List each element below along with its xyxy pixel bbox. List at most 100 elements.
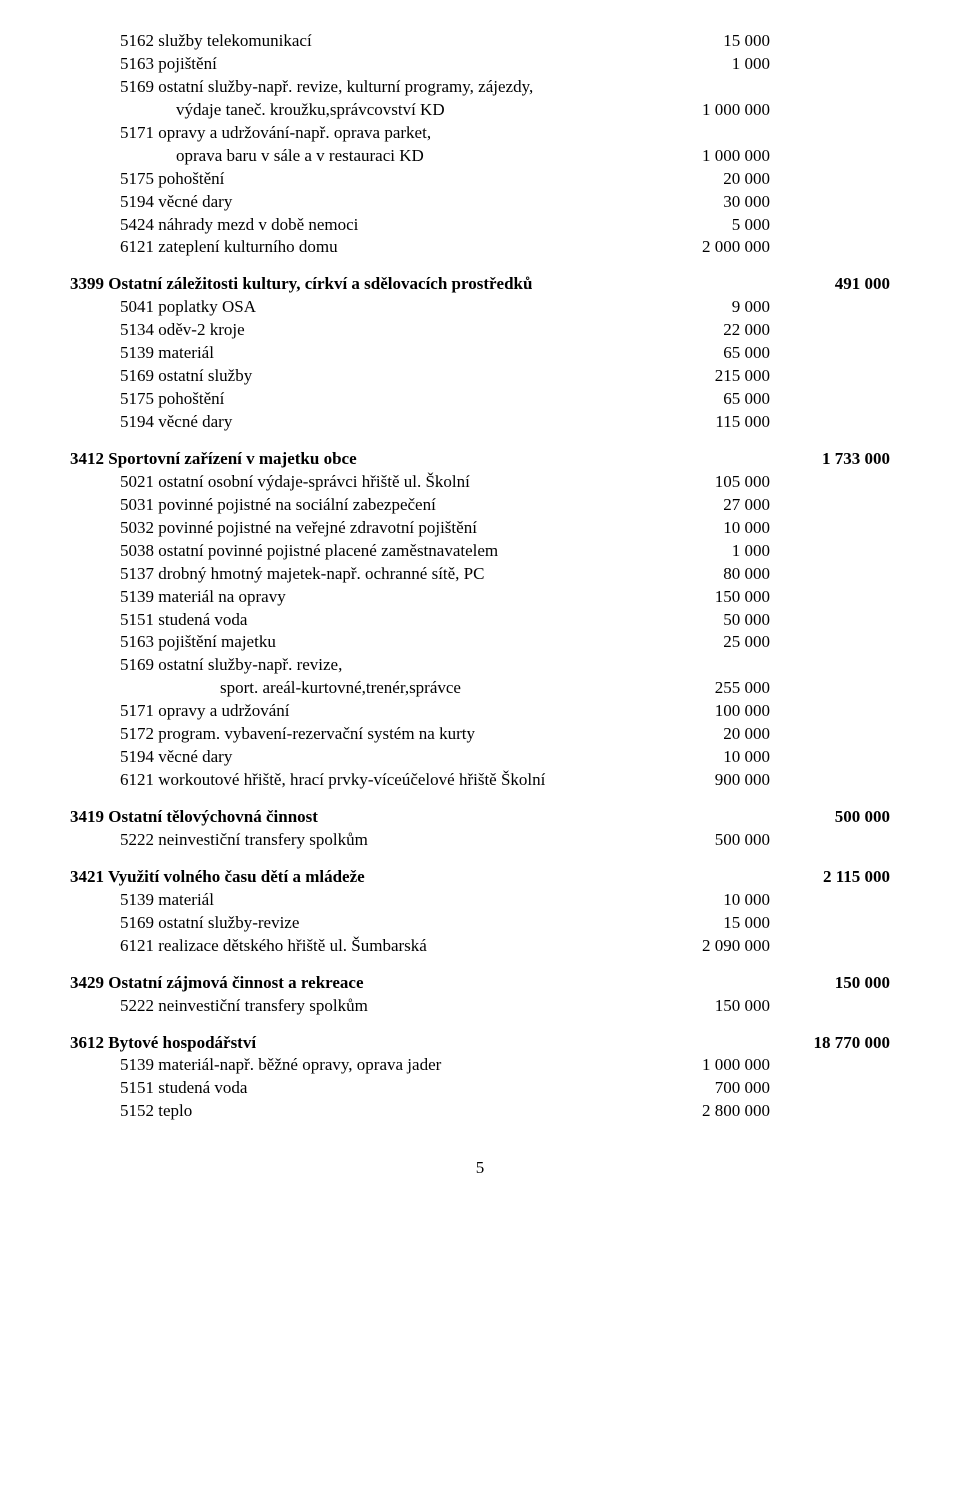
budget-section: 3412 Sportovní zařízení v majetku obce 1 … [70,448,890,792]
budget-row: 5139 materiál 65 000 [70,342,890,365]
budget-row: oprava baru v sále a v restauraci KD1 00… [70,145,890,168]
row-amount: 20 000 [650,168,770,191]
page: 5162 služby telekomunikací15 0005163 poj… [0,0,960,1220]
row-amount: 150 000 [650,995,770,1018]
budget-row: 5163 pojištění majetku25 000 [70,631,890,654]
row-amount: 105 000 [650,471,770,494]
budget-row: 5151 studená voda50 000 [70,609,890,632]
budget-row: 5038 ostatní povinné pojistné placené za… [70,540,890,563]
budget-section: 3419 Ostatní tělovýchovná činnost500 000… [70,806,890,852]
row-label: 5163 pojištění [70,53,217,76]
row-amount: 27 000 [650,494,770,517]
row-amount: 15 000 [650,912,770,935]
row-label: 5038 ostatní povinné pojistné placené za… [70,540,498,563]
row-label: 5222 neinvestiční transfery spolkům [70,995,368,1018]
section-heading-row: 3412 Sportovní zařízení v majetku obce1 … [70,448,890,471]
row-label: 5169 ostatní služby-např. revize, [70,654,342,677]
row-amount: 30 000 [650,191,770,214]
row-label: 5175 pohoštění [70,388,224,411]
budget-row: 5424 náhrady mezd v době nemoci 5 000 [70,214,890,237]
row-amount: 9 000 [650,296,770,319]
row-label: 5222 neinvestiční transfery spolkům [70,829,368,852]
row-label: 5021 ostatní osobní výdaje-správci hřišt… [70,471,470,494]
row-amount: 80 000 [650,563,770,586]
budget-row: 5175 pohoštění 20 000 [70,168,890,191]
budget-row: 5194 věcné dary30 000 [70,191,890,214]
budget-section: 3612 Bytové hospodářství 18 770 000 5139 m… [70,1032,890,1124]
row-label: 5169 ostatní služby-revize [70,912,299,935]
section-total: 500 000 [770,806,890,829]
budget-row: 5151 studená voda 700 000 [70,1077,890,1100]
section-heading: 3612 Bytové hospodářství [70,1032,256,1055]
budget-row: 6121 realizace dětského hřiště ul. Šumba… [70,935,890,958]
budget-row: 5134 oděv-2 kroje 22 000 [70,319,890,342]
budget-row: 5222 neinvestiční transfery spolkům500 0… [70,829,890,852]
row-label: 5424 náhrady mezd v době nemoci [70,214,358,237]
section-total: 18 770 000 [770,1032,890,1055]
row-amount: 100 000 [650,700,770,723]
budget-row: 5139 materiál-např. běžné opravy, oprava… [70,1054,890,1077]
row-label: 5139 materiál [70,889,214,912]
section-total: 2 115 000 [770,866,890,889]
budget-row: 5041 poplatky OSA9 000 [70,296,890,319]
row-label: 6121 realizace dětského hřiště ul. Šumba… [70,935,427,958]
section-heading-row: 3429 Ostatní zájmová činnost a rekreace1… [70,972,890,995]
row-label: 5163 pojištění majetku [70,631,276,654]
budget-row: 5139 materiál10 000 [70,889,890,912]
row-amount: 1 000 [650,540,770,563]
row-label: 5151 studená voda [70,1077,247,1100]
row-label: 5032 povinné pojistné na veřejné zdravot… [70,517,477,540]
row-amount: 65 000 [650,388,770,411]
row-label: 5169 ostatní služby [70,365,252,388]
row-label: 6121 workoutové hřiště, hrací prvky-více… [70,769,545,792]
row-label: 5194 věcné dary [70,746,232,769]
budget-row: 5172 program. vybavení-rezervační systém… [70,723,890,746]
budget-row: 5194 věcné dary 115 000 [70,411,890,434]
section-total: 491 000 [770,273,890,296]
budget-row: 5169 ostatní služby-např. revize, [70,654,890,677]
section-heading-row: 3421 Využití volného času dětí a mládeže… [70,866,890,889]
budget-row: 5162 služby telekomunikací15 000 [70,30,890,53]
row-label: výdaje taneč. kroužku,správcovství KD [70,99,445,122]
row-amount: 15 000 [650,30,770,53]
row-amount: 255 000 [650,677,770,700]
row-amount: 1 000 [650,53,770,76]
budget-section: 5162 služby telekomunikací15 0005163 poj… [70,30,890,259]
budget-section: 3429 Ostatní zájmová činnost a rekreace 1… [70,972,890,1018]
budget-row: 6121 zateplení kulturního domu2 000 000 [70,236,890,259]
budget-row: 5171 opravy a udržování100 000 [70,700,890,723]
section-heading: 3412 Sportovní zařízení v majetku obce [70,448,357,471]
budget-row: 5163 pojištění 1 000 [70,53,890,76]
section-heading-row: 3612 Bytové hospodářství 18 770 000 [70,1032,890,1055]
row-label: 5139 materiál-např. běžné opravy, oprava… [70,1054,441,1077]
row-label: 5152 teplo [70,1100,192,1123]
row-label: 5172 program. vybavení-rezervační systém… [70,723,475,746]
row-amount: 115 000 [650,411,770,434]
budget-row: výdaje taneč. kroužku,správcovství KD1 0… [70,99,890,122]
row-label: 5175 pohoštění [70,168,224,191]
row-label: 5169 ostatní služby-např. revize, kultur… [70,76,533,99]
row-amount: 5 000 [650,214,770,237]
budget-row: 5169 ostatní služby-např. revize, kultur… [70,76,890,99]
budget-row: 5194 věcné dary10 000 [70,746,890,769]
row-amount: 2 800 000 [650,1100,770,1123]
budget-row: sport. areál-kurtovné,trenér,správce255 … [70,677,890,700]
row-amount: 22 000 [650,319,770,342]
row-amount: 215 000 [650,365,770,388]
row-label: 5031 povinné pojistné na sociální zabezp… [70,494,436,517]
budget-row: 5137 drobný hmotný majetek-např. ochrann… [70,563,890,586]
row-label: 5139 materiál [70,342,214,365]
row-amount: 700 000 [650,1077,770,1100]
row-label: 5151 studená voda [70,609,247,632]
budget-section: 3421 Využití volného času dětí a mládeže… [70,866,890,958]
row-label: 5194 věcné dary [70,411,232,434]
section-heading: 3429 Ostatní zájmová činnost a rekreace [70,972,364,995]
section-heading: 3421 Využití volného času dětí a mládeže [70,866,365,889]
budget-content: 5162 služby telekomunikací15 0005163 poj… [70,30,890,1123]
row-label: 5137 drobný hmotný majetek-např. ochrann… [70,563,484,586]
budget-row: 5169 ostatní služby 215 000 [70,365,890,388]
budget-row: 5152 teplo 2 800 000 [70,1100,890,1123]
budget-row: 5175 pohoštění 65 000 [70,388,890,411]
row-label: 5134 oděv-2 kroje [70,319,245,342]
row-amount: 65 000 [650,342,770,365]
